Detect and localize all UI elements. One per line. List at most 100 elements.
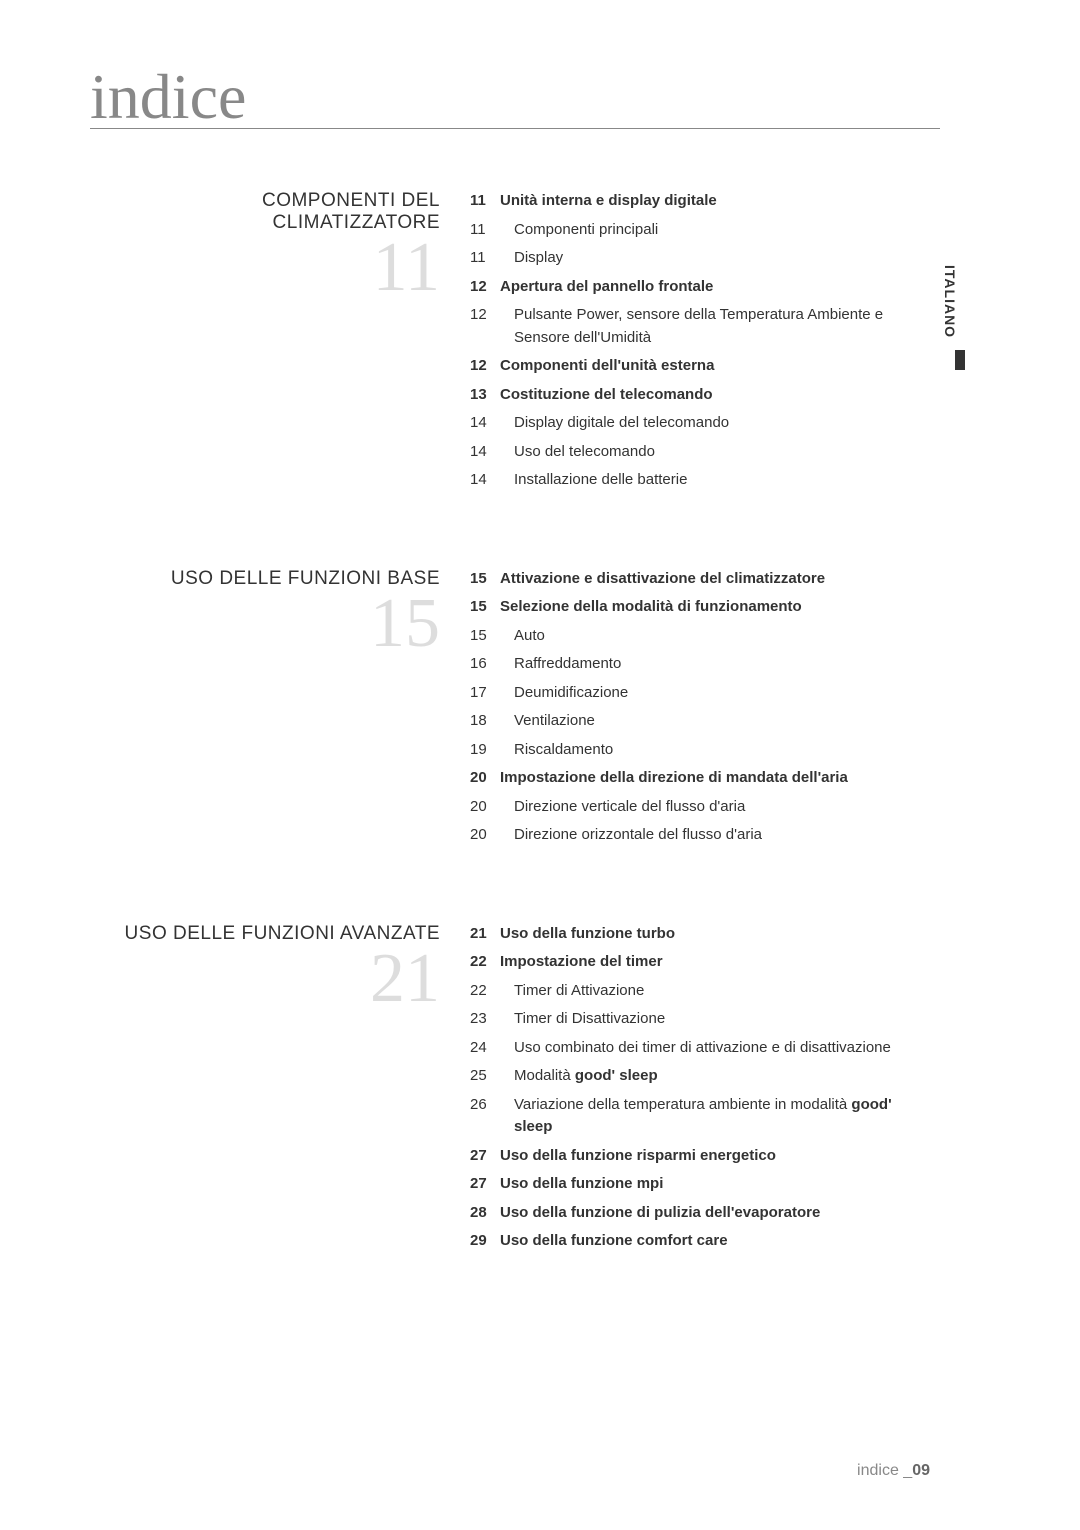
toc-row: 22Timer di Attivazione bbox=[470, 980, 930, 1003]
toc-item-text: Uso combinato dei timer di attivazione e… bbox=[500, 1037, 930, 1060]
text-prefix: Uso della funzione bbox=[500, 1175, 637, 1192]
toc-item-text: Impostazione del timer bbox=[500, 951, 930, 974]
toc-row: 23Timer di Disattivazione bbox=[470, 1008, 930, 1031]
toc-item-text: Direzione verticale del flusso d'aria bbox=[500, 796, 930, 819]
toc-item-text: Variazione della temperatura ambiente in… bbox=[500, 1094, 930, 1139]
toc-row: 28Uso della funzione di pulizia dell'eva… bbox=[470, 1202, 930, 1225]
section-items: 21Uso della funzione turbo22Impostazione… bbox=[470, 923, 930, 1259]
toc-row: 18Ventilazione bbox=[470, 710, 930, 733]
toc-row: 12Componenti dell'unità esterna bbox=[470, 355, 930, 378]
toc-item-text: Installazione delle batterie bbox=[500, 469, 930, 492]
toc-page-number: 26 bbox=[470, 1094, 500, 1117]
toc-page-number: 12 bbox=[470, 276, 500, 299]
toc-row: 11Componenti principali bbox=[470, 219, 930, 242]
toc-row: 21Uso della funzione turbo bbox=[470, 923, 930, 946]
toc-page-number: 28 bbox=[470, 1202, 500, 1225]
toc-item-text: Timer di Attivazione bbox=[500, 980, 930, 1003]
text-bold: mpi bbox=[637, 1175, 664, 1192]
toc-page-number: 13 bbox=[470, 384, 500, 407]
toc-item-text: Uso del telecomando bbox=[500, 441, 930, 464]
text-prefix: Modalità bbox=[514, 1067, 575, 1084]
toc-row: 27Uso della funzione mpi bbox=[470, 1173, 930, 1196]
language-tab: ITALIANO bbox=[942, 265, 958, 338]
toc-row: 15Attivazione e disattivazione del clima… bbox=[470, 568, 930, 591]
title-underline bbox=[90, 128, 940, 129]
text-prefix: Variazione della temperatura ambiente in… bbox=[514, 1096, 851, 1113]
toc-page-number: 21 bbox=[470, 923, 500, 946]
toc-page-number: 11 bbox=[470, 247, 500, 270]
toc-item-text: Apertura del pannello frontale bbox=[500, 276, 930, 299]
toc-item-text: Uso della funzione di pulizia dell'evapo… bbox=[500, 1202, 930, 1225]
toc-item-text: Auto bbox=[500, 625, 930, 648]
toc-row: 20Impostazione della direzione di mandat… bbox=[470, 767, 930, 790]
toc-item-text: Uso della funzione mpi bbox=[500, 1173, 930, 1196]
toc-row: 15Auto bbox=[470, 625, 930, 648]
toc-row: 20Direzione orizzontale del flusso d'ari… bbox=[470, 824, 930, 847]
toc-row: 12Pulsante Power, sensore della Temperat… bbox=[470, 304, 930, 349]
toc-item-text: Pulsante Power, sensore della Temperatur… bbox=[500, 304, 930, 349]
toc-page-number: 18 bbox=[470, 710, 500, 733]
toc-item-text: Uso della funzione turbo bbox=[500, 923, 930, 946]
toc-page-number: 15 bbox=[470, 596, 500, 619]
toc-row: 29Uso della funzione comfort care bbox=[470, 1230, 930, 1253]
toc-item-text: Selezione della modalità di funzionament… bbox=[500, 596, 930, 619]
toc-row: 12Apertura del pannello frontale bbox=[470, 276, 930, 299]
page-title: indice bbox=[90, 60, 246, 134]
toc-row: 11Unità interna e display digitale bbox=[470, 190, 930, 213]
text-bold: good' sleep bbox=[575, 1067, 658, 1084]
toc-page-number: 20 bbox=[470, 767, 500, 790]
toc-row: 14Installazione delle batterie bbox=[470, 469, 930, 492]
toc-item-text: Componenti dell'unità esterna bbox=[500, 355, 930, 378]
section-left: USO DELLE FUNZIONI AVANZATE21 bbox=[90, 923, 470, 1259]
toc-page-number: 19 bbox=[470, 739, 500, 762]
section-left: COMPONENTI DEL CLIMATIZZATORE11 bbox=[90, 190, 470, 498]
section-items: 15Attivazione e disattivazione del clima… bbox=[470, 568, 930, 853]
toc-page-number: 17 bbox=[470, 682, 500, 705]
toc-row: 19Riscaldamento bbox=[470, 739, 930, 762]
toc-page-number: 24 bbox=[470, 1037, 500, 1060]
footer-label: indice _ bbox=[857, 1462, 912, 1479]
page-footer: indice _09 bbox=[857, 1462, 930, 1480]
toc-item-text: Componenti principali bbox=[500, 219, 930, 242]
toc-row: 17Deumidificazione bbox=[470, 682, 930, 705]
section-number: 21 bbox=[90, 947, 440, 1010]
toc-page-number: 14 bbox=[470, 469, 500, 492]
section-number: 11 bbox=[90, 236, 440, 299]
toc-item-text: Uso della funzione comfort care bbox=[500, 1230, 930, 1253]
section-heading: COMPONENTI DEL CLIMATIZZATORE bbox=[90, 190, 440, 234]
toc-row: 11Display bbox=[470, 247, 930, 270]
toc-page-number: 12 bbox=[470, 304, 500, 327]
toc-row: 15Selezione della modalità di funzioname… bbox=[470, 596, 930, 619]
section-number: 15 bbox=[90, 592, 440, 655]
section-items: 11Unità interna e display digitale11Comp… bbox=[470, 190, 930, 498]
toc-page-number: 15 bbox=[470, 568, 500, 591]
toc-page-number: 15 bbox=[470, 625, 500, 648]
toc-item-text: Impostazione della direzione di mandata … bbox=[500, 767, 930, 790]
toc-page-number: 20 bbox=[470, 824, 500, 847]
toc-page-number: 12 bbox=[470, 355, 500, 378]
toc-page-number: 16 bbox=[470, 653, 500, 676]
toc-page-number: 29 bbox=[470, 1230, 500, 1253]
toc-page-number: 23 bbox=[470, 1008, 500, 1031]
toc-item-text: Riscaldamento bbox=[500, 739, 930, 762]
toc-item-text: Costituzione del telecomando bbox=[500, 384, 930, 407]
toc-row: 22Impostazione del timer bbox=[470, 951, 930, 974]
toc-row: 26 Variazione della temperatura ambiente … bbox=[470, 1094, 930, 1139]
sidebar-mark bbox=[955, 350, 965, 370]
toc-item-text: Direzione orizzontale del flusso d'aria bbox=[500, 824, 930, 847]
toc-item-text: Timer di Disattivazione bbox=[500, 1008, 930, 1031]
toc-page-number: 11 bbox=[470, 190, 500, 213]
toc-item-text: Ventilazione bbox=[500, 710, 930, 733]
toc-row: 20Direzione verticale del flusso d'aria bbox=[470, 796, 930, 819]
toc-page-number: 25 bbox=[470, 1065, 500, 1088]
toc-section: USO DELLE FUNZIONI BASE1515Attivazione e… bbox=[90, 568, 930, 853]
toc-item-text: Display bbox=[500, 247, 930, 270]
toc-page-number: 14 bbox=[470, 412, 500, 435]
toc-row: 16Raffreddamento bbox=[470, 653, 930, 676]
toc-page-number: 14 bbox=[470, 441, 500, 464]
toc-page-number: 22 bbox=[470, 951, 500, 974]
toc-page-number: 20 bbox=[470, 796, 500, 819]
toc-page-number: 27 bbox=[470, 1173, 500, 1196]
toc-row: 24Uso combinato dei timer di attivazione… bbox=[470, 1037, 930, 1060]
toc-item-text: Display digitale del telecomando bbox=[500, 412, 930, 435]
